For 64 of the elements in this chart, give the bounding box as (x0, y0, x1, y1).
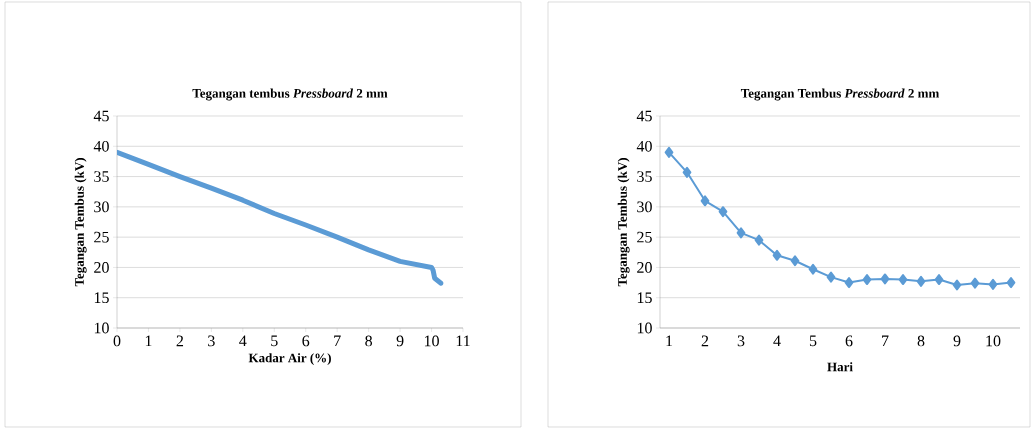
x-tick-label: 2 (176, 335, 184, 347)
y-tick-label: 35 (637, 171, 652, 182)
point (808, 263, 818, 275)
x-tick-label: 2 (701, 335, 709, 347)
y-tick-label: 25 (637, 231, 652, 243)
point (988, 278, 998, 290)
x-tick-label: 10 (986, 335, 1001, 347)
y-tick-label: 20 (94, 262, 109, 273)
y-tick-label: 40 (636, 140, 652, 152)
y-tick-label: 45 (93, 110, 109, 122)
x-tick-label: 1 (666, 335, 673, 347)
point (664, 146, 674, 158)
point (862, 274, 872, 286)
x-tick-label: 3 (737, 335, 745, 347)
x-tick-label: 8 (365, 335, 373, 347)
x-tick-label: 3 (208, 335, 215, 347)
x-axis-title: Kadar Air (%) (248, 353, 331, 365)
x-tick-label: 1 (145, 335, 152, 347)
point (898, 274, 908, 286)
x-tick-label: 5 (271, 335, 278, 347)
y-tick-label: 25 (94, 231, 109, 243)
y-tick-label: 45 (636, 110, 652, 122)
y-tick-label: 40 (93, 140, 109, 152)
point (970, 277, 980, 289)
chart-title: Tegangan Tembus Pressboard 2 mm (740, 88, 940, 101)
x-tick-label: 5 (809, 335, 817, 347)
point (682, 166, 692, 178)
y-tick-label: 15 (637, 292, 652, 304)
y-tick-label: 10 (94, 322, 109, 334)
x-tick-label: 9 (396, 335, 404, 347)
point (826, 271, 836, 283)
x-tick-label: 6 (845, 335, 853, 347)
y-tick-label: 35 (94, 171, 109, 182)
y-axis-title: Tegangan Tembus (kV) (617, 158, 630, 287)
x-tick-label: 7 (882, 335, 889, 347)
point (754, 234, 764, 246)
x-tick-label: 7 (334, 335, 341, 347)
x-tick-label: 10 (424, 335, 439, 347)
x-tick-label: 8 (917, 335, 925, 347)
x-axis-title: Hari (827, 362, 853, 372)
point (1006, 277, 1016, 289)
y-tick-label: 10 (637, 322, 652, 334)
point (934, 274, 944, 286)
point (916, 275, 926, 287)
point (700, 195, 710, 207)
x-tick-label: 11 (456, 335, 470, 347)
x-tick-label: 4 (239, 335, 247, 347)
point (736, 227, 746, 239)
point (844, 277, 854, 289)
x-tick-label: 0 (113, 335, 121, 347)
y-axis-title: Tegangan Tembus (kV) (74, 158, 87, 287)
point (790, 255, 800, 267)
y-tick-label: 30 (637, 201, 652, 213)
y-tick-label: 30 (94, 201, 109, 213)
point (952, 279, 962, 291)
point (772, 249, 782, 261)
x-tick-label: 9 (953, 335, 961, 347)
point (880, 273, 890, 285)
x-tick-label: 6 (302, 335, 310, 347)
y-tick-label: 20 (637, 262, 652, 273)
x-tick-label: 4 (773, 335, 781, 347)
chart-title: Tegangan tembus Pressboard 2 mm (192, 88, 388, 101)
y-tick-label: 15 (94, 292, 109, 304)
point (718, 206, 728, 218)
